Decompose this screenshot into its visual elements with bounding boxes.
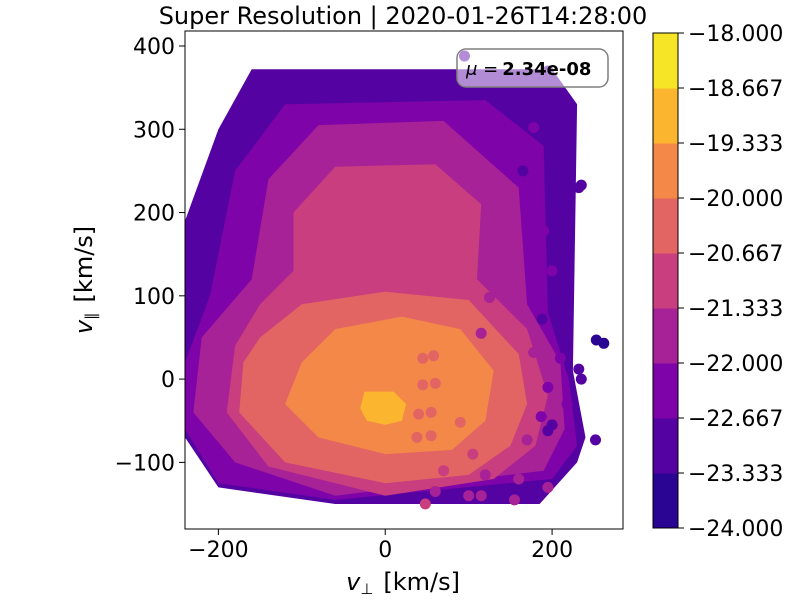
scatter-point [575, 179, 587, 191]
scatter-point [536, 313, 548, 325]
scatter-point [513, 473, 525, 485]
y-tick-label: 100 [133, 285, 175, 310]
scatter-point [417, 379, 429, 391]
scatter-point [535, 411, 547, 423]
contour-band [360, 391, 407, 425]
y-tick-label: −100 [115, 451, 175, 476]
colorbar-frame [652, 32, 679, 529]
scatter-point [425, 430, 437, 442]
scatter-point [575, 373, 587, 385]
scatter-point [454, 416, 466, 428]
scatter-point [529, 265, 541, 277]
scatter-point [425, 406, 437, 418]
colorbar-segment [653, 143, 678, 199]
scatter-point [538, 225, 550, 237]
colorbar-tick-label: −24.000 [688, 517, 783, 542]
scatter-point [590, 434, 601, 446]
colorbar-tick-label: −21.333 [688, 297, 783, 322]
scatter-point [438, 465, 450, 477]
x-tick-label: −200 [188, 538, 248, 563]
colorbar-segment [653, 363, 678, 419]
scatter-point [484, 292, 495, 303]
scatter-point [417, 352, 429, 364]
colorbar-tick-label: −22.000 [688, 352, 783, 377]
scatter-point [546, 265, 558, 277]
y-tick-label: 0 [161, 368, 175, 393]
colorbar-tick-label: −20.667 [688, 242, 783, 267]
y-axis-label: v∥[km/s] [70, 226, 100, 334]
y-tick-label: 400 [133, 35, 175, 60]
colorbar-tick-label: −18.000 [688, 22, 783, 47]
scatter-point [528, 122, 540, 134]
colorbar-segment [653, 308, 678, 364]
scatter-point [413, 408, 425, 420]
colorbar-tick-label: −20.000 [688, 187, 783, 212]
colorbar-segment [653, 253, 678, 309]
mean-annotation: μ = 2.34e-08 [456, 48, 609, 88]
colorbar-tick-label: −18.667 [688, 77, 783, 102]
scatter-point [429, 377, 441, 389]
x-axis: −200 0 200 [188, 529, 573, 563]
scatter-point [479, 469, 491, 481]
contour-layer [185, 69, 586, 505]
x-tick-label: 0 [378, 538, 392, 563]
colorbar-tick-label: −22.667 [688, 407, 783, 432]
scatter-point [542, 425, 554, 437]
colorbar-segment [653, 88, 678, 144]
scatter-point [463, 490, 475, 502]
y-tick-label: 200 [133, 202, 175, 227]
scatter-point [411, 431, 423, 443]
scatter-point [528, 347, 540, 358]
scatter-point [475, 327, 487, 339]
colorbar-segment [653, 33, 678, 89]
scatter-point [429, 486, 441, 497]
colorbar-segment [653, 473, 678, 529]
contour-band [285, 316, 494, 455]
scatter-point [542, 381, 554, 393]
scatter-point [573, 363, 585, 375]
colorbar-tick-label: −23.333 [688, 462, 783, 487]
scatter-point [536, 448, 548, 460]
scatter-point [542, 481, 554, 493]
scatter-point [509, 494, 520, 506]
scatter-point [561, 398, 573, 410]
scatter-point [475, 490, 487, 502]
scatter-point [428, 350, 440, 362]
scatter-point [598, 337, 610, 349]
scatter-point [459, 390, 470, 402]
x-tick-label: 200 [531, 538, 573, 563]
colorbar-tick-label: −19.333 [688, 132, 783, 157]
colorbar-segment [653, 198, 678, 254]
svg-text:μ =2.34e-08: μ = 2.34e-08 [465, 59, 591, 80]
chart-title: Super Resolution | 2020-01-26T14:28:00 [159, 2, 648, 30]
scatter-point [467, 361, 479, 373]
scatter-point [517, 165, 529, 177]
scatter-layer [411, 50, 610, 510]
scatter-point [419, 498, 431, 510]
scatter-point [521, 434, 533, 446]
x-axis-label: v⊥ [km/s] [346, 568, 460, 598]
y-tick-label: 300 [133, 118, 175, 143]
y-axis: −100 0 100 200 300 400 [115, 35, 185, 476]
colorbar-segment [653, 418, 678, 474]
scatter-point [467, 448, 479, 460]
plot-frame [184, 30, 624, 530]
scatter-point [529, 302, 541, 314]
scatter-point [554, 352, 566, 364]
colorbar: −24.000 −23.333 −22.667 −22.000 −21.333 −20.6… [652, 22, 783, 542]
